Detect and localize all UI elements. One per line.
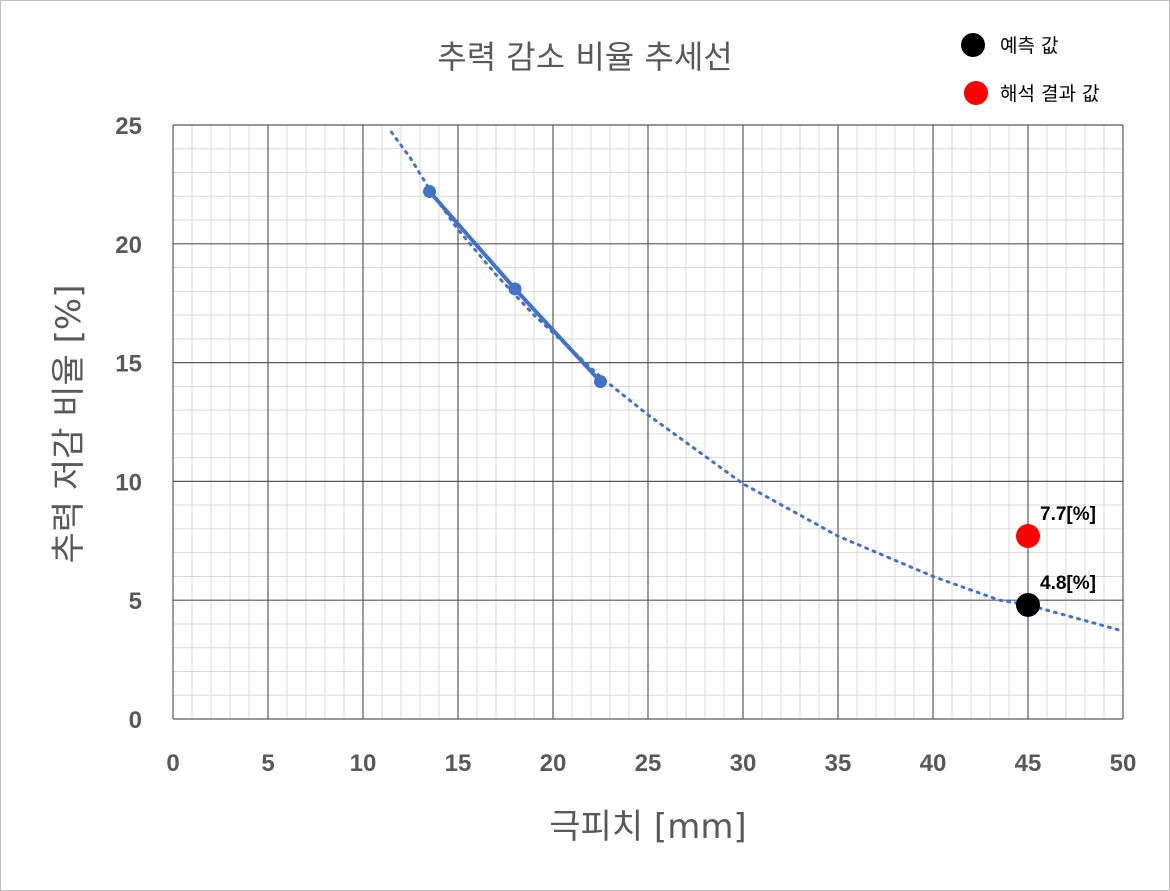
y-tick-label: 15 — [115, 351, 142, 378]
x-tick-label: 0 — [166, 750, 179, 777]
y-tick-label: 10 — [115, 469, 142, 496]
x-tick-labels: 0 5 10 15 20 25 30 35 40 45 50 — [166, 750, 1136, 777]
y-tick-labels: 0 5 10 15 20 25 — [115, 113, 142, 734]
y-axis-label: 추력 저감 비율 [%] — [49, 285, 89, 564]
legend: 예측 값 해석 결과 값 — [961, 33, 1099, 105]
x-tick-label: 20 — [540, 750, 567, 777]
data-point — [508, 282, 522, 296]
legend-label-predicted: 예측 값 — [1000, 35, 1058, 57]
x-tick-label: 10 — [350, 750, 377, 777]
predicted-point — [1016, 592, 1040, 617]
legend-marker-predicted — [961, 33, 985, 57]
x-tick-label: 45 — [1015, 750, 1042, 777]
analysis-point — [1016, 524, 1040, 549]
x-tick-label: 5 — [261, 750, 274, 777]
y-tick-label: 25 — [115, 113, 142, 140]
x-tick-label: 25 — [635, 750, 662, 777]
analysis-annotation: 7.7[%] — [1040, 504, 1096, 525]
data-point — [423, 185, 436, 199]
x-tick-label: 35 — [825, 750, 852, 777]
x-tick-label: 15 — [445, 750, 472, 777]
legend-label-analysis: 해석 결과 값 — [1000, 83, 1099, 105]
legend-marker-analysis — [964, 81, 988, 105]
y-tick-label: 5 — [129, 588, 142, 615]
x-tick-label: 40 — [920, 750, 947, 777]
major-gridlines — [172, 124, 1124, 720]
data-point — [594, 375, 607, 389]
predicted-annotation: 4.8[%] — [1040, 573, 1096, 594]
chart-title: 추력 감소 비율 추세선 — [437, 38, 732, 76]
x-tick-label: 50 — [1110, 750, 1137, 777]
x-axis-label: 극피치 [mm] — [549, 807, 746, 847]
series-layer: 7.7[%] 4.8[%] — [390, 130, 1125, 633]
y-tick-label: 0 — [129, 707, 142, 734]
trendline — [390, 130, 1125, 633]
y-tick-label: 20 — [115, 232, 142, 259]
x-tick-label: 30 — [730, 750, 757, 777]
